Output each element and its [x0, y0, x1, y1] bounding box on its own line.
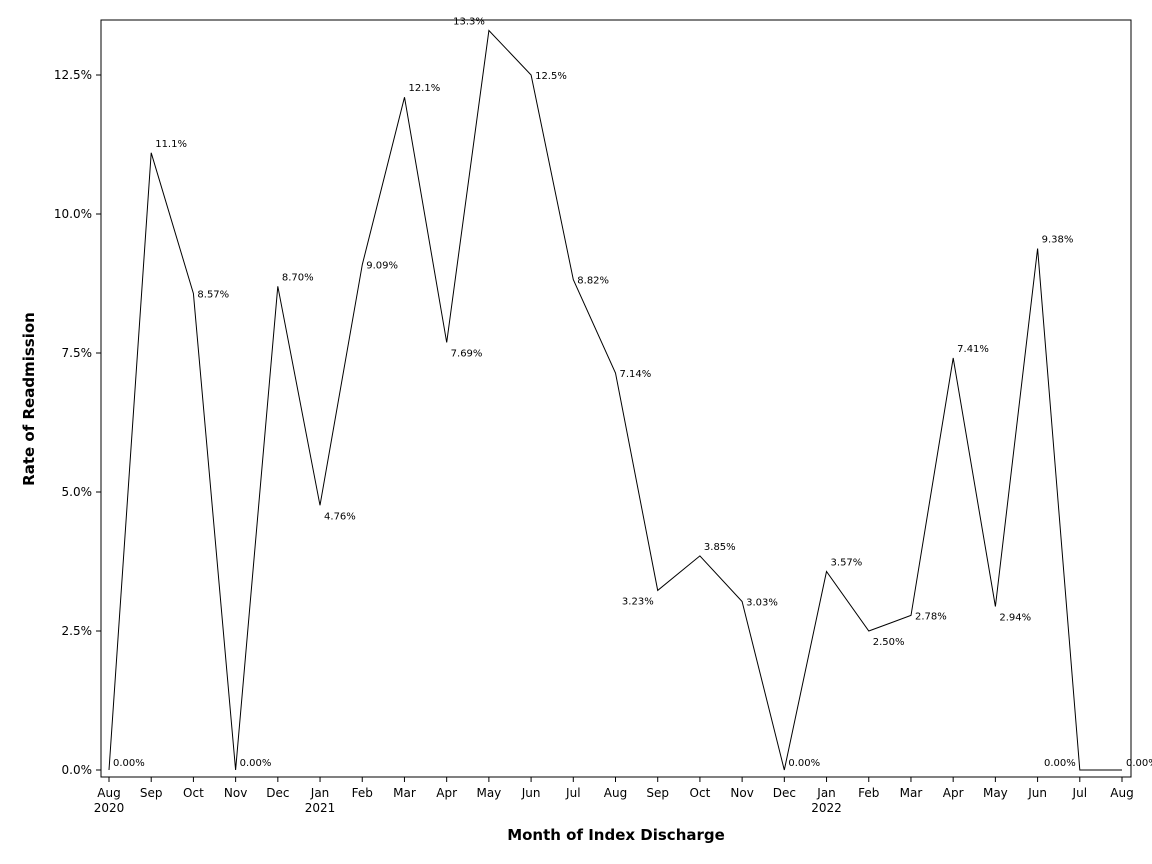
data-labels: 0.00% 11.1% 8.57% 0.00% 8.70% 4.76% 9.09% 12.1%…	[113, 17, 1152, 769]
data-label: 12.1%	[408, 83, 440, 94]
y-tick-label: 7.5%	[62, 346, 93, 360]
x-axis: Aug Sep Oct Nov Dec Jan Feb Mar Apr May Jun Jul Aug S…	[94, 777, 1134, 815]
x-tick-label: May	[983, 786, 1008, 800]
x-tick-label: Apr	[943, 786, 964, 800]
data-label: 3.85%	[704, 542, 736, 553]
data-label: 9.38%	[1042, 234, 1074, 245]
x-tick-label: Oct	[183, 786, 204, 800]
data-label: 11.1%	[155, 139, 187, 150]
data-label: 12.5%	[535, 71, 567, 82]
data-label: 4.76%	[324, 511, 356, 522]
plot-frame	[100, 19, 1132, 778]
y-tick-label: 5.0%	[62, 485, 93, 499]
x-tick-label: May	[476, 786, 501, 800]
x-tick-label: Oct	[690, 786, 711, 800]
data-label: 2.50%	[873, 637, 905, 648]
data-label: 2.78%	[915, 611, 947, 622]
x-tick-label: Dec	[266, 786, 289, 800]
x-tick-label: Aug	[604, 786, 627, 800]
x-tick-label: Mar	[900, 786, 923, 800]
x-tick-label: Jun	[1027, 786, 1047, 800]
data-label: 8.82%	[577, 276, 609, 287]
data-label: 2.94%	[999, 613, 1031, 624]
data-label: 9.09%	[366, 261, 398, 272]
data-label: 3.03%	[746, 598, 778, 609]
data-label: 0.00%	[240, 758, 272, 769]
data-label: 3.57%	[831, 558, 863, 569]
data-label: 0.00%	[113, 758, 145, 769]
x-tick-label: Aug	[1110, 786, 1133, 800]
x-axis-title: Month of Index Discharge	[507, 826, 725, 844]
y-tick-label: 10.0%	[54, 207, 92, 221]
x-year-label: 2020	[94, 801, 125, 815]
x-tick-label: Jan	[816, 786, 836, 800]
x-tick-label: Sep	[646, 786, 669, 800]
data-label: 7.69%	[451, 348, 483, 359]
data-label: 8.70%	[282, 272, 314, 283]
data-label: 0.00%	[788, 758, 820, 769]
x-tick-label: Nov	[730, 786, 753, 800]
x-tick-label: Aug	[97, 786, 120, 800]
x-tick-label: Dec	[773, 786, 796, 800]
x-tick-label: Mar	[393, 786, 416, 800]
x-tick-label: Jun	[521, 786, 541, 800]
y-tick-label: 2.5%	[62, 624, 93, 638]
data-label: 0.00%	[1044, 758, 1076, 769]
y-tick-label: 0.0%	[62, 763, 93, 777]
y-axis: 0.0% 2.5% 5.0% 7.5% 10.0% 12.5%	[54, 68, 101, 777]
data-label: 13.3%	[453, 17, 485, 28]
data-label: 8.57%	[197, 290, 229, 301]
x-tick-label: Jan	[310, 786, 330, 800]
data-label: 7.41%	[957, 344, 989, 355]
x-tick-label: Sep	[140, 786, 163, 800]
x-year-label: 2021	[305, 801, 336, 815]
data-label: 0.00%	[1126, 758, 1152, 769]
y-tick-label: 12.5%	[54, 68, 92, 82]
x-tick-label: Nov	[224, 786, 247, 800]
x-year-label: 2022	[811, 801, 842, 815]
x-tick-label: Feb	[352, 786, 373, 800]
x-tick-label: Apr	[436, 786, 457, 800]
data-label: 7.14%	[620, 369, 652, 380]
x-tick-label: Feb	[858, 786, 879, 800]
x-tick-label: Jul	[565, 786, 580, 800]
series-line	[108, 29, 1122, 771]
y-axis-title: Rate of Readmission	[20, 312, 38, 486]
data-label: 3.23%	[622, 596, 654, 607]
x-tick-label: Jul	[1072, 786, 1087, 800]
